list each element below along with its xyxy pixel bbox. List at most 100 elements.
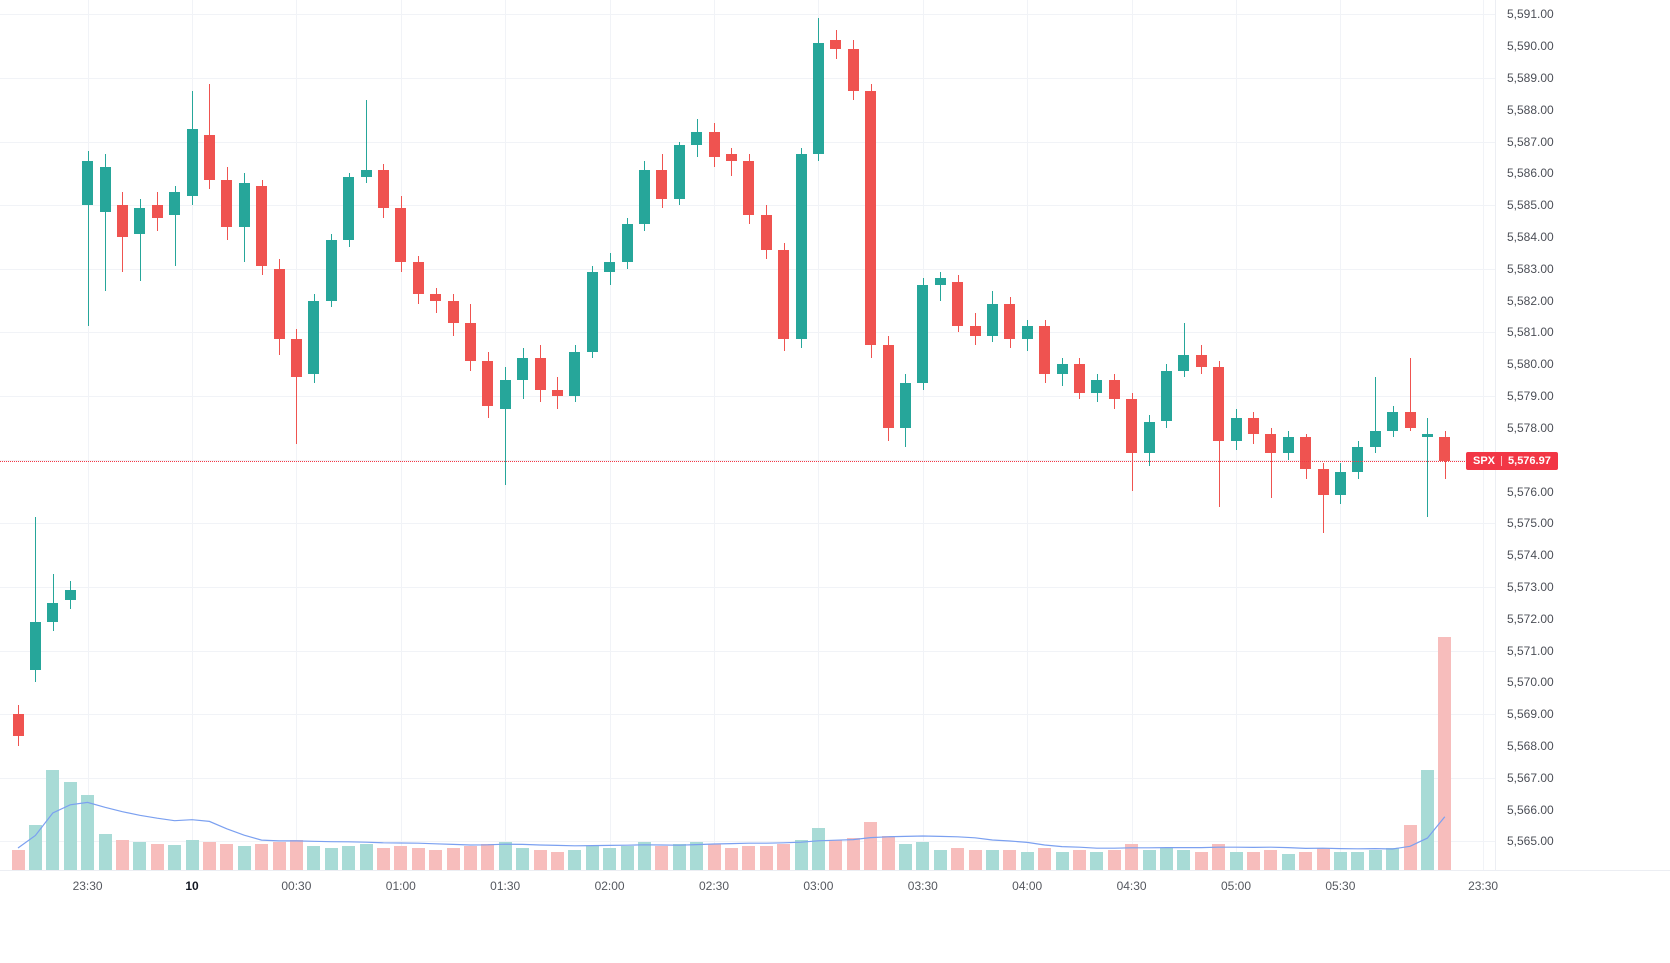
candle-body xyxy=(673,144,685,199)
price-axis-label: 5,565.00 xyxy=(1507,834,1554,849)
candle-body xyxy=(1195,354,1207,368)
v-gridline xyxy=(1483,0,1485,870)
volume-bar xyxy=(1316,848,1330,870)
price-axis[interactable]: 5,591.00 5,590.00 5,589.00 5,588.00 5,587.00… xyxy=(1495,0,1670,870)
candle-body xyxy=(221,179,233,228)
candle-wick xyxy=(1427,418,1429,517)
volume-bar xyxy=(724,848,738,870)
price-axis-label: 5,570.00 xyxy=(1507,675,1554,690)
price-axis-label: 5,582.00 xyxy=(1507,293,1554,308)
candle-body xyxy=(412,262,424,295)
h-gridline xyxy=(0,777,1495,779)
candle-body xyxy=(1073,364,1085,393)
h-gridline xyxy=(0,459,1495,461)
time-axis-label: 05:00 xyxy=(1220,879,1252,893)
candle-body xyxy=(986,303,998,336)
volume-bar xyxy=(585,846,599,870)
volume-bar xyxy=(655,846,669,870)
candle-body xyxy=(569,351,581,396)
v-gridline xyxy=(1027,0,1029,870)
volume-bar xyxy=(603,848,617,870)
candle-body xyxy=(969,326,981,336)
volume-bar xyxy=(690,842,704,870)
candle-body xyxy=(1265,434,1277,454)
candle-body xyxy=(725,154,737,161)
volume-bar xyxy=(98,834,112,870)
price-axis-label: 5,588.00 xyxy=(1507,102,1554,117)
volume-bar xyxy=(1159,848,1173,870)
candle-body xyxy=(1126,399,1138,454)
candle-wick xyxy=(174,186,176,266)
volume-bar xyxy=(202,842,216,870)
candle-body xyxy=(691,132,703,145)
time-axis-label: 04:00 xyxy=(1012,879,1043,893)
volume-bar xyxy=(864,822,878,870)
volume-bar xyxy=(115,840,129,870)
price-axis-label: 5,576.00 xyxy=(1507,484,1554,499)
candle-body xyxy=(464,322,476,362)
volume-bar xyxy=(1333,852,1347,870)
v-gridline xyxy=(400,0,402,870)
candle-body xyxy=(482,361,494,406)
time-axis-label: 05:30 xyxy=(1325,879,1356,893)
candle-body xyxy=(621,224,633,263)
h-gridline xyxy=(0,141,1495,143)
candle-body xyxy=(1439,437,1451,461)
price-axis-label: 5,566.00 xyxy=(1507,802,1554,817)
volume-bar xyxy=(1125,844,1139,870)
candle-body xyxy=(865,90,877,346)
candle-body xyxy=(1421,434,1433,438)
last-price-value: 5,576.97 xyxy=(1508,454,1551,467)
volume-bar xyxy=(185,840,199,870)
volume-bar xyxy=(1386,848,1400,870)
price-axis-label: 5,581.00 xyxy=(1507,325,1554,340)
candle-body xyxy=(203,135,215,180)
volume-bar xyxy=(620,846,634,870)
candle-body xyxy=(343,176,355,241)
price-axis-label: 5,583.00 xyxy=(1507,261,1554,276)
candle-body xyxy=(830,39,842,50)
volume-bar xyxy=(707,844,721,870)
volume-bar xyxy=(794,840,808,870)
h-gridline xyxy=(0,396,1495,397)
candle-body xyxy=(934,278,946,285)
price-axis-label: 5,575.00 xyxy=(1507,516,1554,531)
price-axis-label: 5,591.00 xyxy=(1507,7,1554,22)
price-axis-label: 5,578.00 xyxy=(1507,420,1554,435)
time-axis[interactable]: 23:30 10 00:30 01:00 01:30 02:00 02:30 03:00 03:… xyxy=(0,870,1670,901)
volume-bar xyxy=(446,848,460,870)
candle-wick xyxy=(940,272,942,301)
candle-wick xyxy=(35,516,37,683)
candle-body xyxy=(64,590,76,600)
volume-bar xyxy=(777,844,791,870)
candle-body xyxy=(308,300,320,374)
candle-wick xyxy=(1270,427,1272,498)
volume-bar xyxy=(28,825,42,870)
volume-bar xyxy=(481,844,495,870)
chart-plot-area[interactable] xyxy=(0,0,1495,870)
volume-bar xyxy=(846,838,860,870)
candle-body xyxy=(899,383,911,428)
volume-bar xyxy=(1072,850,1086,870)
candle-body xyxy=(169,192,181,215)
candle-body xyxy=(1056,364,1068,374)
candle-wick xyxy=(505,367,507,486)
price-axis-label: 5,584.00 xyxy=(1507,230,1554,244)
v-gridline xyxy=(87,0,89,870)
candle-body xyxy=(499,380,511,409)
price-axis-label: 5,579.00 xyxy=(1507,389,1554,403)
candle-body xyxy=(1039,326,1051,374)
price-axis-label: 5,580.00 xyxy=(1507,357,1554,372)
candle-body xyxy=(1230,418,1242,441)
candle-body xyxy=(325,240,337,301)
volume-bar xyxy=(46,770,60,870)
candle-body xyxy=(82,160,94,206)
candle-body xyxy=(447,300,459,323)
candle-body xyxy=(1334,472,1346,495)
volume-bar xyxy=(568,850,582,870)
volume-bar xyxy=(1020,852,1034,870)
volume-bar xyxy=(1438,637,1452,870)
volume-bar xyxy=(307,846,321,870)
candle-body xyxy=(551,389,563,397)
